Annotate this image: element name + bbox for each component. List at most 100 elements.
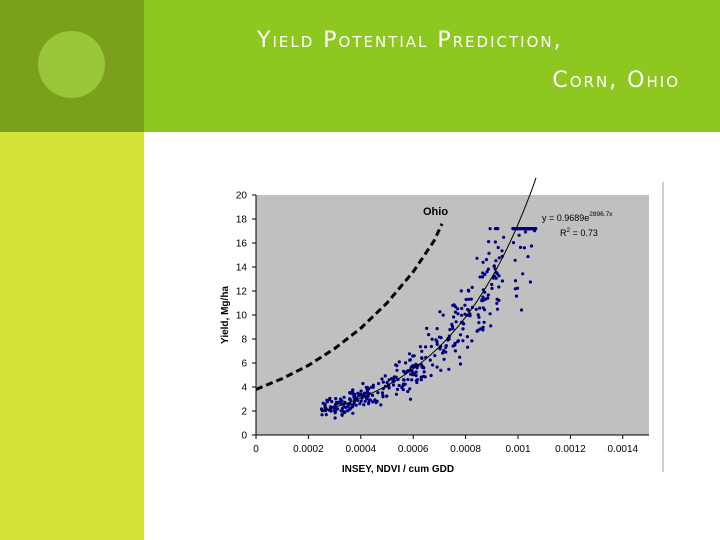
data-point: [489, 324, 493, 328]
data-point: [511, 241, 516, 245]
data-point: [456, 339, 460, 343]
data-point: [488, 312, 492, 316]
data-point: [366, 386, 370, 390]
data-point: [411, 354, 415, 358]
data-point: [477, 315, 481, 319]
data-point: [481, 295, 485, 299]
data-point: [461, 339, 465, 343]
data-point: [492, 274, 496, 278]
data-point: [380, 377, 384, 381]
data-point: [441, 351, 445, 355]
data-point: [381, 380, 385, 384]
decorative-circle-icon: [38, 31, 105, 98]
data-point: [519, 308, 524, 312]
data-point: [427, 333, 431, 337]
data-point: [385, 380, 389, 385]
data-point: [435, 340, 439, 344]
data-point: [476, 313, 480, 317]
title-line-1: Yield Potential Prediction,: [257, 28, 563, 53]
data-point: [351, 388, 355, 392]
data-point: [348, 402, 352, 406]
data-point: [490, 282, 494, 287]
data-point: [425, 326, 429, 330]
y-tick-label: 10: [236, 311, 248, 322]
data-point: [492, 264, 496, 268]
data-point: [370, 393, 375, 397]
data-point: [442, 349, 446, 353]
x-tick-label: 0.0002: [293, 444, 324, 455]
y-tick-label: 20: [236, 191, 248, 202]
fit-curve: [321, 176, 537, 412]
data-point: [352, 397, 356, 401]
data-point: [478, 275, 482, 279]
data-point: [353, 392, 357, 396]
data-point: [397, 360, 401, 364]
data-point: [487, 240, 491, 244]
data-point: [340, 406, 344, 410]
data-point: [418, 345, 422, 349]
data-point: [402, 378, 406, 382]
data-point: [482, 320, 486, 324]
data-point: [395, 368, 399, 372]
data-point: [517, 233, 521, 237]
r2-suffix: = 0.73: [570, 228, 598, 238]
data-point: [466, 288, 470, 292]
data-point: [459, 289, 463, 293]
data-point: [391, 383, 396, 387]
data-point: [456, 312, 460, 316]
y-tick-label: 12: [236, 287, 248, 298]
x-tick-label: 0.0004: [346, 444, 377, 455]
data-point: [394, 392, 398, 396]
data-point: [481, 328, 485, 332]
data-point: [403, 370, 407, 374]
x-axis-label: INSEY, NDVI / cum GDD: [342, 464, 454, 475]
x-tick-label: 0.001: [505, 444, 530, 455]
data-point: [481, 306, 485, 310]
data-point: [500, 279, 504, 283]
data-point: [453, 343, 457, 347]
data-point: [490, 286, 494, 290]
data-point: [365, 389, 369, 393]
data-point: [453, 310, 458, 314]
data-point: [475, 256, 479, 260]
data-point: [528, 280, 532, 284]
data-point: [494, 276, 498, 280]
data-point: [438, 310, 442, 314]
data-point: [437, 335, 442, 339]
plot-area: [256, 195, 649, 435]
data-point: [419, 375, 423, 379]
data-point: [351, 411, 355, 415]
data-point: [467, 297, 471, 301]
data-point: [458, 333, 463, 337]
data-point: [321, 401, 325, 405]
data-point: [486, 267, 490, 271]
data-point: [435, 342, 439, 346]
data-point: [460, 313, 464, 317]
data-point: [359, 393, 364, 397]
data-point: [465, 335, 469, 339]
data-point: [481, 275, 485, 279]
data-point: [420, 349, 424, 353]
y-tick-label: 14: [236, 263, 248, 274]
data-point: [415, 378, 420, 382]
data-point: [478, 327, 483, 331]
data-point: [463, 303, 467, 307]
y-tick-label: 8: [241, 335, 247, 346]
data-point: [496, 245, 500, 250]
data-point: [481, 260, 485, 264]
data-point: [408, 358, 412, 362]
data-point: [435, 327, 439, 331]
data-point: [395, 364, 399, 368]
data-point: [387, 378, 391, 382]
data-point: [433, 354, 437, 358]
data-point: [339, 401, 343, 405]
data-point: [323, 403, 327, 407]
data-point: [497, 256, 501, 260]
data-point: [390, 377, 394, 381]
y-tick-label: 4: [241, 383, 247, 394]
data-point: [395, 387, 400, 391]
data-point: [500, 249, 504, 253]
left-band: [0, 132, 144, 540]
x-tick-label: 0.0012: [555, 444, 586, 455]
data-point: [497, 285, 501, 289]
